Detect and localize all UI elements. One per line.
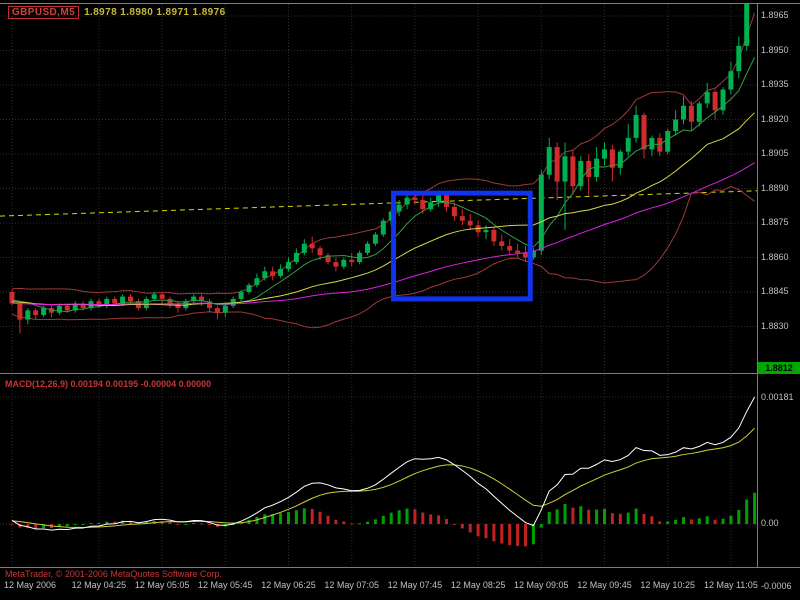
- price-axis[interactable]: 1.8965 1.8950 1.8935 1.8920 1.8905 1.8890 1.88…: [757, 0, 800, 600]
- time-axis-label: 12 May 07:05: [324, 580, 379, 590]
- price-axis-label: 1.8920: [761, 113, 789, 124]
- macd-axis-label: 0.00: [761, 518, 779, 528]
- time-axis-label: 12 May 09:05: [514, 580, 569, 590]
- price-axis-label: 1.8965: [761, 10, 789, 20]
- macd-indicator-label: MACD(12,26,9) 0.00194 0.00195 -0.00004 0…: [5, 379, 212, 389]
- price-axis-label: 1.8905: [761, 148, 789, 158]
- time-axis-label: 12 May 05:45: [198, 580, 253, 590]
- price-axis-label: 1.8830: [761, 320, 789, 331]
- bid-price-value: 1.8812: [765, 362, 793, 373]
- macd-chart[interactable]: [0, 375, 757, 566]
- time-axis-label: 12 May 06:25: [261, 580, 316, 590]
- macd-axis-label: -0.0006: [761, 581, 792, 591]
- scale-separator[interactable]: [757, 3, 758, 567]
- price-axis-label: 1.8875: [761, 217, 789, 227]
- symbol-label: GBPUSD,M5: [8, 6, 80, 19]
- time-axis-label: 12 May 10:25: [640, 580, 695, 590]
- time-axis-label: 12 May 05:05: [134, 580, 190, 590]
- copyright-text: MetaTrader, © 2001-2006 MetaQuotes Softw…: [5, 569, 222, 579]
- quote-line: GBPUSD,M5 1.8978 1.8980 1.8971 1.8976: [8, 6, 226, 19]
- price-chart[interactable]: [0, 4, 757, 372]
- price-axis-label: 1.8845: [761, 286, 789, 296]
- quote-ohlc: 1.8978 1.8980 1.8971 1.8976: [84, 7, 226, 18]
- price-axis-label: 1.8950: [761, 44, 789, 55]
- time-axis-label: 12 May 08:25: [450, 580, 506, 590]
- time-axis-label: 12 May 04:25: [71, 580, 127, 590]
- time-axis-label: 12 May 2006: [4, 580, 57, 590]
- axis-divider: [0, 567, 800, 568]
- price-axis-label: 1.8935: [761, 79, 789, 89]
- time-axis[interactable]: 12 May 2006 12 May 04:25 12 May 05:05 12 Ma…: [0, 580, 758, 596]
- macd-axis[interactable]: 0.00181 0.00 -0.0006: [757, 0, 800, 600]
- panel-divider[interactable]: [0, 373, 800, 374]
- time-axis-label: 12 May 07:45: [387, 580, 443, 590]
- price-axis-label: 1.8860: [761, 251, 789, 262]
- price-axis-label: 1.8890: [761, 182, 789, 193]
- bid-price-tag: 1.8812: [758, 361, 800, 374]
- time-axis-label: 12 May 09:45: [577, 580, 632, 590]
- time-axis-label: 12 May 11:05: [703, 580, 758, 590]
- top-border: [0, 3, 800, 4]
- macd-axis-label: 0.00181: [761, 392, 794, 402]
